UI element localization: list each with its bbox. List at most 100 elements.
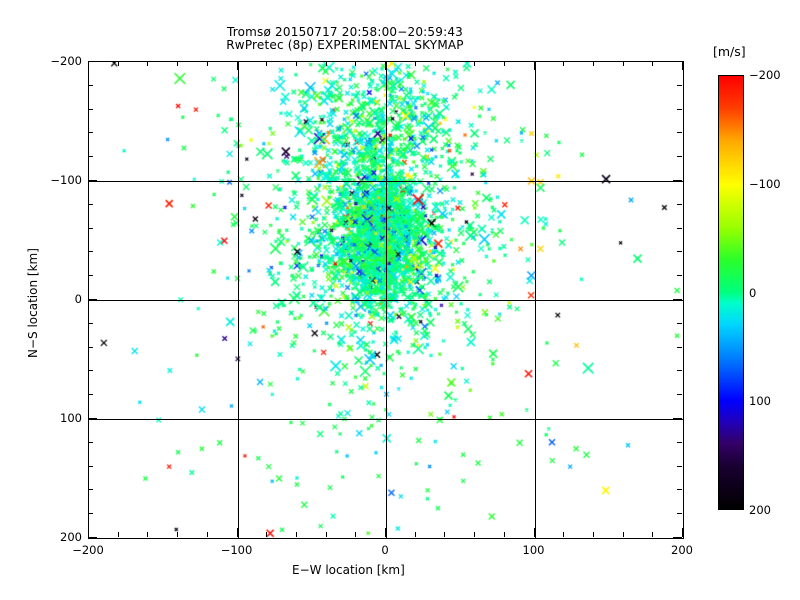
y-minor-tick-right bbox=[677, 346, 682, 348]
x-major-tick bbox=[385, 528, 386, 537]
x-major-tick bbox=[88, 528, 89, 537]
y-minor-tick-right bbox=[677, 203, 682, 205]
y-minor-tick bbox=[88, 251, 93, 253]
x-minor-tick bbox=[266, 532, 268, 537]
x-minor-tick bbox=[206, 532, 208, 537]
x-minor-tick bbox=[622, 532, 624, 537]
y-minor-tick bbox=[88, 84, 93, 86]
x-minor-tick bbox=[444, 532, 446, 537]
y-minor-tick-right bbox=[677, 275, 682, 277]
x-major-tick bbox=[236, 528, 238, 537]
x-axis-label: E−W location [km] bbox=[292, 563, 405, 577]
y-tick-label: −200 bbox=[50, 54, 82, 68]
x-minor-tick-top bbox=[147, 61, 149, 66]
x-minor-tick-top bbox=[474, 61, 476, 66]
x-minor-tick-top bbox=[563, 61, 565, 66]
y-minor-tick-right bbox=[677, 394, 682, 396]
y-minor-tick bbox=[88, 465, 93, 467]
y-major-tick bbox=[88, 537, 97, 538]
colorbar-tick-label: −200 bbox=[749, 68, 781, 82]
x-tick-label: 0 bbox=[381, 543, 389, 557]
y-major-tick bbox=[88, 61, 97, 62]
y-major-tick-right bbox=[673, 180, 682, 181]
y-minor-tick bbox=[88, 394, 93, 396]
y-minor-tick bbox=[88, 346, 93, 348]
x-minor-tick-top bbox=[414, 61, 416, 66]
y-minor-tick-right bbox=[677, 513, 682, 515]
y-minor-tick-right bbox=[677, 108, 682, 110]
y-minor-tick-right bbox=[677, 84, 682, 86]
y-minor-tick bbox=[88, 156, 93, 158]
x-major-tick bbox=[682, 528, 683, 537]
x-minor-tick-top bbox=[444, 61, 446, 66]
x-tick-label: 100 bbox=[522, 543, 545, 557]
gridline-vertical bbox=[534, 62, 536, 538]
colorbar-unit-label: [m/s] bbox=[713, 44, 746, 59]
y-major-tick-right bbox=[673, 299, 682, 300]
x-minor-tick bbox=[147, 532, 149, 537]
x-minor-tick bbox=[592, 532, 594, 537]
y-minor-tick-right bbox=[677, 370, 682, 372]
x-minor-tick-top bbox=[206, 61, 208, 66]
x-minor-tick bbox=[652, 532, 654, 537]
x-minor-tick-top bbox=[355, 61, 357, 66]
y-minor-tick-right bbox=[677, 227, 682, 229]
colorbar-tick-label: 200 bbox=[749, 503, 771, 517]
x-minor-tick-top bbox=[652, 61, 654, 66]
colorbar-tick-label: 0 bbox=[749, 285, 757, 300]
x-minor-tick-top bbox=[325, 61, 327, 66]
y-minor-tick-right bbox=[677, 156, 682, 158]
colorbar bbox=[718, 75, 744, 510]
x-minor-tick-top bbox=[622, 61, 624, 66]
x-minor-tick-top bbox=[592, 61, 594, 66]
y-minor-tick-right bbox=[677, 132, 682, 134]
x-minor-tick bbox=[117, 532, 119, 537]
x-minor-tick bbox=[177, 532, 179, 537]
x-minor-tick-top bbox=[295, 61, 297, 66]
y-minor-tick-right bbox=[677, 489, 682, 491]
y-axis-label: N−S location [km] bbox=[26, 248, 40, 358]
gridline-vertical bbox=[386, 62, 387, 538]
x-minor-tick bbox=[295, 532, 297, 537]
y-major-tick-right bbox=[673, 61, 682, 62]
x-minor-tick bbox=[414, 532, 416, 537]
y-minor-tick bbox=[88, 227, 93, 229]
y-minor-tick bbox=[88, 513, 93, 515]
x-major-tick-top bbox=[236, 61, 238, 70]
x-minor-tick bbox=[325, 532, 327, 537]
y-tick-label: 100 bbox=[60, 411, 82, 425]
y-minor-tick bbox=[88, 132, 93, 134]
x-major-tick-top bbox=[385, 61, 386, 70]
x-minor-tick-top bbox=[503, 61, 505, 66]
x-major-tick-top bbox=[682, 61, 683, 70]
y-minor-tick-right bbox=[677, 441, 682, 443]
x-major-tick-top bbox=[88, 61, 89, 70]
x-minor-tick-top bbox=[266, 61, 268, 66]
y-major-tick bbox=[88, 299, 97, 300]
x-major-tick bbox=[533, 528, 535, 537]
x-tick-label: 200 bbox=[671, 543, 693, 557]
colorbar-gradient bbox=[718, 75, 744, 510]
colorbar-tick-label: 100 bbox=[749, 394, 771, 409]
y-minor-tick-right bbox=[677, 322, 682, 324]
x-minor-tick bbox=[474, 532, 476, 537]
y-minor-tick bbox=[88, 489, 93, 491]
y-minor-tick bbox=[88, 203, 93, 205]
plot-area bbox=[88, 61, 684, 539]
x-minor-tick-top bbox=[177, 61, 179, 66]
x-tick-label: −200 bbox=[72, 543, 104, 557]
x-major-tick-top bbox=[533, 61, 535, 70]
title-line-1: Tromsø 20150717 20:58:00−20:59:43 bbox=[226, 25, 463, 39]
y-minor-tick-right bbox=[677, 251, 682, 253]
y-minor-tick bbox=[88, 108, 93, 110]
title-line-2: RwPretec (8p) EXPERIMENTAL SKYMAP bbox=[226, 38, 464, 52]
y-minor-tick-right bbox=[677, 465, 682, 467]
y-major-tick-right bbox=[673, 537, 682, 538]
colorbar-tick-label: −100 bbox=[749, 176, 781, 191]
x-minor-tick-top bbox=[117, 61, 119, 66]
y-tick-label: −100 bbox=[50, 173, 82, 187]
x-tick-label: −100 bbox=[220, 543, 253, 557]
y-minor-tick bbox=[88, 441, 93, 443]
y-tick-label: 0 bbox=[74, 292, 82, 306]
